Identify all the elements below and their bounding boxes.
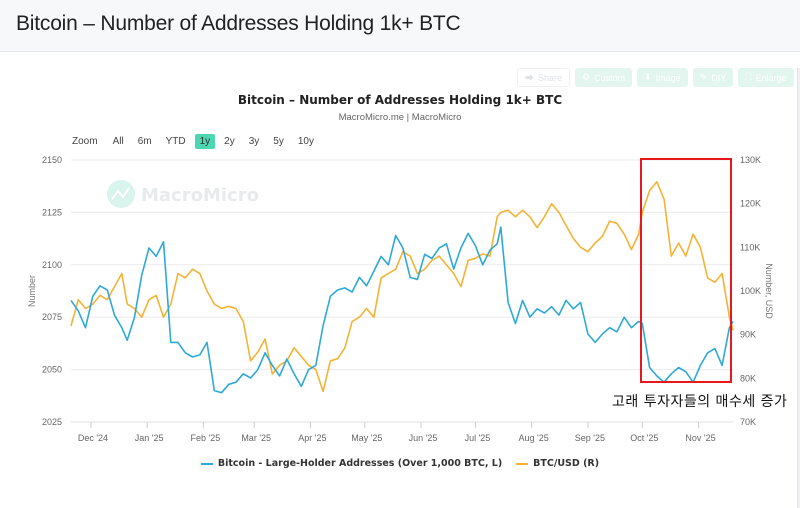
enlarge-label: Enlarge xyxy=(755,72,787,83)
watermark-logo-chart-icon xyxy=(111,187,130,200)
gridlines xyxy=(71,159,733,423)
x-tick-label: Oct '25 xyxy=(630,433,658,443)
x-tick-label: Jun '25 xyxy=(409,433,438,443)
expand-icon: ⛶ xyxy=(745,72,752,82)
gear-icon: ⚙ xyxy=(582,72,591,82)
x-tick-label: Jan '25 xyxy=(135,433,164,443)
right-axis-title: Number, USD xyxy=(764,263,774,319)
image-label: Image xyxy=(655,72,681,83)
x-tick-label: Jul '25 xyxy=(465,433,491,443)
right-tick-label: 120K xyxy=(740,199,761,209)
legend-label-addresses: Bitcoin - Large-Holder Addresses (Over 1… xyxy=(217,458,503,469)
legend-swatch-addresses xyxy=(200,462,213,465)
enlarge-button[interactable]: ⛶ Enlarge xyxy=(738,68,794,87)
right-tick-label: 80K xyxy=(740,373,756,383)
x-tick-label: Dec '24 xyxy=(78,433,108,443)
right-tick-label: 100K xyxy=(740,286,761,296)
left-tick-label: 2100 xyxy=(42,260,62,270)
custom-button[interactable]: ⚙ Custom xyxy=(575,68,633,87)
left-tick-label: 2150 xyxy=(42,155,62,165)
chart-subtitle: MacroMicro.me | MacroMicro xyxy=(338,112,462,123)
zoom-ytd-button[interactable]: YTD xyxy=(165,136,186,147)
zoom-5y-button[interactable]: 5y xyxy=(273,136,284,147)
chart-legend: Bitcoin - Large-Holder Addresses (Over 1… xyxy=(0,458,800,469)
watermark-text: MacroMicro xyxy=(141,185,259,206)
x-tick-label: Nov '25 xyxy=(685,433,715,443)
left-tick-label: 2025 xyxy=(42,417,62,427)
zoom-3y-button[interactable]: 3y xyxy=(248,136,260,147)
zoom-2y-button[interactable]: 2y xyxy=(224,136,235,147)
series-lines xyxy=(70,181,734,394)
series-line-btc xyxy=(70,181,734,393)
zoom-all-button[interactable]: All xyxy=(112,136,124,147)
series-line-addresses xyxy=(70,226,734,394)
share-icon: ⮕ xyxy=(525,73,535,83)
custom-label: Custom xyxy=(594,72,626,83)
right-tick-label: 130K xyxy=(740,155,761,165)
x-axis: Dec '24 Jan '25 Feb '25 Mar '25 Apr '25 May '… xyxy=(78,422,716,443)
diy-label: DIY xyxy=(711,72,727,83)
right-tick-label: 110K xyxy=(740,242,760,252)
zoom-10y-button[interactable]: 10y xyxy=(297,136,314,147)
x-tick-label: Aug '25 xyxy=(519,433,549,443)
x-tick-label: Apr '25 xyxy=(298,433,326,443)
x-tick-label: Feb '25 xyxy=(191,433,221,443)
zoom-label: Zoom xyxy=(72,136,98,147)
left-axis-title: Number xyxy=(27,275,37,307)
share-button[interactable]: ⮕ Share xyxy=(517,68,571,87)
download-icon: ⬇ xyxy=(644,72,652,82)
share-label: Share xyxy=(538,72,563,83)
left-tick-label: 2075 xyxy=(42,312,62,322)
zoom-selector: Zoom All 6m YTD 1y 2y 3y 5y 10y xyxy=(72,134,323,149)
chart-title: Bitcoin – Number of Addresses Holding 1k… xyxy=(237,93,563,107)
left-tick-label: 2125 xyxy=(42,207,62,217)
pencil-icon: ✎ xyxy=(699,72,708,82)
zoom-1y-button[interactable]: 1y xyxy=(194,134,216,149)
x-tick-label: May '25 xyxy=(351,433,382,443)
legend-item-addresses[interactable]: Bitcoin - Large-Holder Addresses (Over 1… xyxy=(200,458,503,469)
annotation-text: 고래 투자자들의 매수세 증가 xyxy=(612,391,788,411)
left-axis: 2025 2050 2075 2100 2125 2150 xyxy=(42,155,62,427)
left-tick-label: 2050 xyxy=(42,365,62,375)
right-tick-label: 90K xyxy=(740,330,756,340)
x-tick-label: Mar '25 xyxy=(241,433,271,443)
legend-swatch-btc xyxy=(516,462,529,465)
right-tick-label: 70K xyxy=(740,417,756,427)
right-axis: 70K 80K 90K 100K 110K 120K 130K xyxy=(740,155,761,427)
legend-item-btc[interactable]: BTC/USD (R) xyxy=(516,458,599,469)
annotation-box xyxy=(640,158,732,383)
x-tick-label: Sep '25 xyxy=(575,433,605,443)
image-button[interactable]: ⬇ Image xyxy=(637,68,688,87)
side-panel-edge xyxy=(797,68,800,508)
legend-label-btc: BTC/USD (R) xyxy=(533,458,600,469)
chart-toolbar: ⮕ Share ⚙ Custom ⬇ Image ✎ DIY ⛶ Enlarge xyxy=(517,68,794,87)
diy-button[interactable]: ✎ DIY xyxy=(692,68,734,87)
page-header: Bitcoin – Number of Addresses Holding 1k… xyxy=(0,0,800,52)
page-title: Bitcoin – Number of Addresses Holding 1k… xyxy=(16,12,461,35)
zoom-6m-button[interactable]: 6m xyxy=(137,136,152,147)
watermark: MacroMicro xyxy=(107,180,259,208)
